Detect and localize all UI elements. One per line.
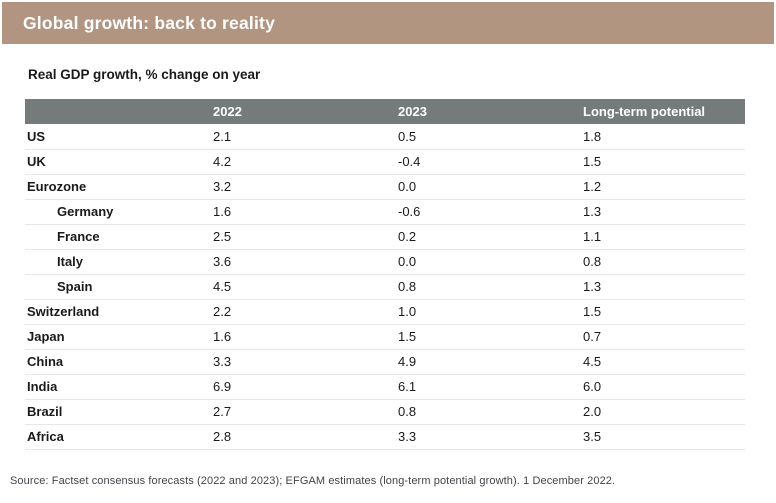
cell-2022: 4.5 — [213, 274, 398, 300]
cell-2022: 3.3 — [213, 349, 398, 375]
cell-2023: 1.5 — [398, 324, 583, 350]
table-header-row: 2022 2023 Long-term potential — [25, 99, 745, 124]
cell-2022: 4.2 — [213, 149, 398, 175]
cell-2023: 3.3 — [398, 424, 583, 450]
table-row: France 2.5 0.2 1.1 — [25, 224, 745, 250]
gdp-growth-table: 2022 2023 Long-term potential US 2.1 0.5… — [25, 99, 745, 450]
cell-long-term: 1.3 — [583, 199, 745, 225]
row-label: US — [25, 124, 213, 150]
cell-long-term: 6.0 — [583, 374, 745, 400]
cell-long-term: 0.8 — [583, 249, 745, 275]
row-label: India — [25, 374, 213, 400]
table-row: Africa 2.8 3.3 3.5 — [25, 424, 745, 450]
cell-long-term: 1.5 — [583, 149, 745, 175]
row-label: Africa — [25, 424, 213, 450]
source-note: Source: Factset consensus forecasts (202… — [10, 475, 616, 487]
title-bar: Global growth: back to reality — [2, 2, 774, 44]
cell-2023: 0.5 — [398, 124, 583, 150]
column-header-2022: 2022 — [213, 99, 398, 124]
cell-2023: 1.0 — [398, 299, 583, 325]
cell-2023: 4.9 — [398, 349, 583, 375]
cell-2023: 0.2 — [398, 224, 583, 250]
cell-2022: 3.2 — [213, 174, 398, 200]
table-row: Italy 3.6 0.0 0.8 — [25, 249, 745, 275]
cell-long-term: 2.0 — [583, 399, 745, 425]
row-label: Eurozone — [25, 174, 213, 200]
cell-long-term: 4.5 — [583, 349, 745, 375]
table-row: Germany 1.6 -0.6 1.3 — [25, 199, 745, 225]
cell-2022: 2.1 — [213, 124, 398, 150]
cell-2023: 6.1 — [398, 374, 583, 400]
row-label: Brazil — [25, 399, 213, 425]
cell-long-term: 1.2 — [583, 174, 745, 200]
column-header-2023: 2023 — [398, 99, 583, 124]
table-row: Switzerland 2.2 1.0 1.5 — [25, 299, 745, 325]
row-label: Italy — [25, 249, 213, 275]
cell-2022: 2.8 — [213, 424, 398, 450]
table-subtitle: Real GDP growth, % change on year — [28, 67, 261, 82]
cell-long-term: 1.3 — [583, 274, 745, 300]
cell-2023: 0.8 — [398, 399, 583, 425]
cell-long-term: 1.5 — [583, 299, 745, 325]
row-label: Switzerland — [25, 299, 213, 325]
table-row: Japan 1.6 1.5 0.7 — [25, 324, 745, 350]
cell-2022: 1.6 — [213, 199, 398, 225]
cell-2022: 2.7 — [213, 399, 398, 425]
table-row: UK 4.2 -0.4 1.5 — [25, 149, 745, 175]
cell-long-term: 0.7 — [583, 324, 745, 350]
row-label: Germany — [25, 199, 213, 225]
row-label: Spain — [25, 274, 213, 300]
row-label: China — [25, 349, 213, 375]
cell-long-term: 3.5 — [583, 424, 745, 450]
cell-2022: 2.5 — [213, 224, 398, 250]
column-header-empty — [25, 99, 213, 124]
table-row: US 2.1 0.5 1.8 — [25, 124, 745, 150]
row-label: UK — [25, 149, 213, 175]
table-row: Spain 4.5 0.8 1.3 — [25, 274, 745, 300]
row-label: France — [25, 224, 213, 250]
row-label: Japan — [25, 324, 213, 350]
cell-2023: 0.0 — [398, 174, 583, 200]
cell-2022: 3.6 — [213, 249, 398, 275]
page-title: Global growth: back to reality — [23, 12, 276, 33]
table-row: Eurozone 3.2 0.0 1.2 — [25, 174, 745, 200]
cell-2022: 6.9 — [213, 374, 398, 400]
cell-2023: 0.0 — [398, 249, 583, 275]
column-header-long-term-potential: Long-term potential — [583, 99, 745, 124]
cell-2023: 0.8 — [398, 274, 583, 300]
table-row: Brazil 2.7 0.8 2.0 — [25, 399, 745, 425]
cell-2022: 2.2 — [213, 299, 398, 325]
table-row: India 6.9 6.1 6.0 — [25, 374, 745, 400]
cell-2023: -0.4 — [398, 149, 583, 175]
table-row: China 3.3 4.9 4.5 — [25, 349, 745, 375]
cell-2022: 1.6 — [213, 324, 398, 350]
cell-long-term: 1.8 — [583, 124, 745, 150]
cell-long-term: 1.1 — [583, 224, 745, 250]
cell-2023: -0.6 — [398, 199, 583, 225]
